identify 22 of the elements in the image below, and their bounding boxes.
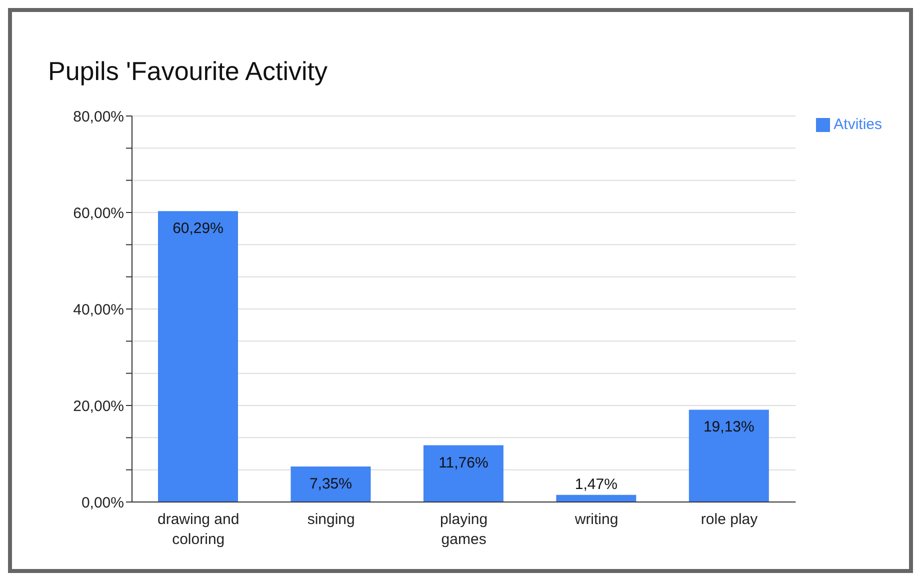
data-label: 1,47% — [574, 476, 618, 493]
x-tick-label: singing — [307, 511, 355, 528]
legend-label: Atvities — [834, 116, 882, 133]
data-label: 60,29% — [172, 220, 224, 238]
x-tick-label: writing — [574, 511, 618, 528]
bar — [158, 211, 238, 502]
x-tick-label: playing games — [440, 511, 488, 548]
x-tick-label: role play — [700, 511, 758, 528]
y-tick-label: 0,00% — [81, 494, 124, 512]
y-tick-label: 80,00% — [73, 108, 124, 126]
y-tick-label: 20,00% — [73, 398, 124, 415]
bar — [423, 445, 504, 502]
chart-title: Pupils 'Favourite Activity — [48, 56, 328, 87]
y-tick-label: 40,00% — [73, 301, 124, 318]
x-tick-label: drawing and coloring — [157, 511, 240, 548]
bar — [688, 410, 769, 502]
bar — [290, 466, 371, 502]
y-tick-label: 60,00% — [73, 204, 124, 222]
data-label: 7,35% — [309, 476, 352, 493]
data-label: 11,76% — [438, 454, 488, 472]
bar — [556, 494, 636, 502]
data-label: 19,13% — [703, 418, 754, 436]
